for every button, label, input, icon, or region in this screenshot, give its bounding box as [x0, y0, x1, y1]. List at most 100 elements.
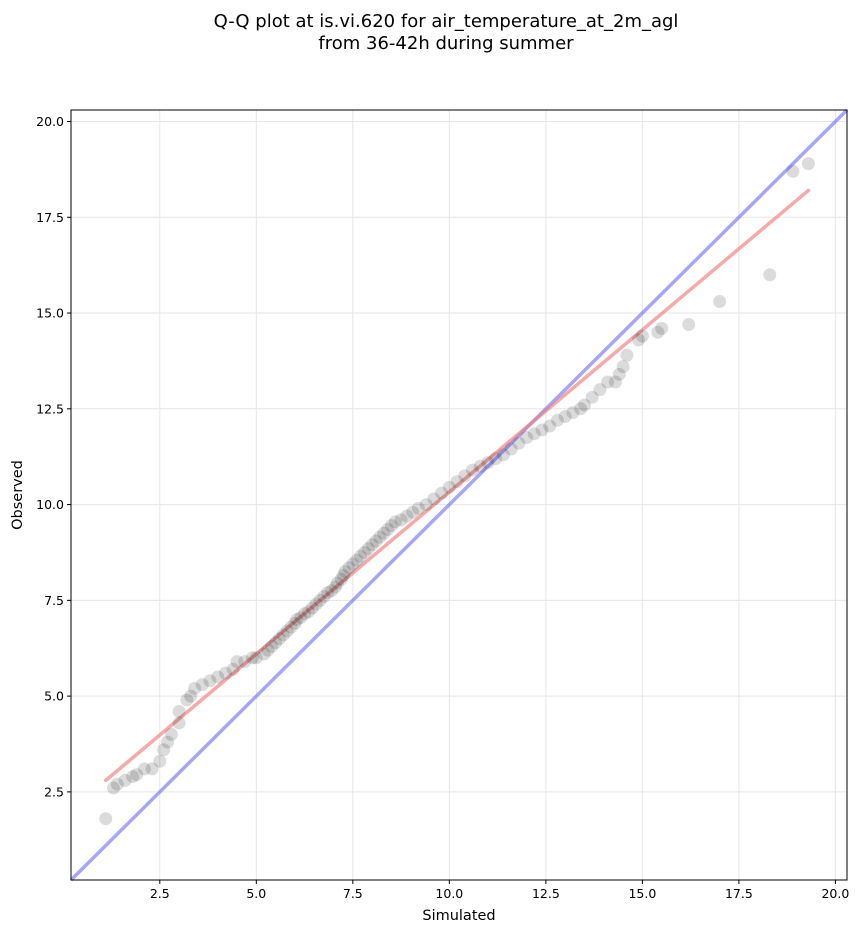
x-tick-label: 10.0: [435, 886, 463, 901]
data-point: [218, 666, 232, 680]
data-point: [137, 762, 151, 776]
data-point: [272, 632, 286, 646]
data-point: [442, 480, 456, 494]
y-axis-label: Observed: [10, 460, 26, 530]
plot-frame: [70, 109, 848, 881]
data-point: [400, 509, 414, 523]
data-point: [496, 448, 510, 462]
data-point: [377, 526, 391, 540]
data-point: [651, 325, 665, 339]
data-point: [238, 655, 252, 669]
data-point: [313, 593, 327, 607]
data-point: [153, 754, 167, 768]
data-point: [406, 505, 420, 519]
y-tick-label: 10.0: [36, 497, 64, 512]
data-point: [336, 568, 350, 582]
data-point: [801, 157, 815, 171]
data-point: [330, 576, 344, 590]
data-point: [145, 762, 159, 776]
data-point: [338, 565, 352, 579]
data-point: [357, 545, 371, 559]
data-point: [301, 605, 315, 619]
data-point: [388, 515, 402, 529]
data-point: [381, 522, 395, 536]
y-tick-label: 15.0: [36, 306, 64, 321]
data-point: [288, 616, 302, 630]
data-point: [574, 402, 588, 416]
chart-title: Q-Q plot at is.vi.620 for air_temperatur…: [214, 11, 679, 54]
data-point: [411, 501, 425, 515]
data-point: [535, 423, 549, 437]
data-point: [161, 735, 175, 749]
grid-lines: [71, 110, 847, 880]
data-point: [280, 624, 294, 638]
fit-line: [103, 188, 811, 783]
data-point: [334, 572, 348, 586]
data-point: [450, 475, 464, 489]
data-point: [512, 436, 526, 450]
data-point: [249, 651, 263, 665]
data-point: [157, 743, 171, 757]
data-point: [180, 693, 194, 707]
data-point: [184, 689, 198, 703]
data-point: [130, 768, 144, 782]
data-point: [713, 295, 727, 309]
data-point: [504, 442, 518, 456]
data-point: [786, 164, 800, 178]
data-point: [284, 620, 298, 634]
data-point: [384, 519, 398, 533]
data-point: [527, 427, 541, 441]
data-point: [226, 662, 240, 676]
data-point: [342, 561, 356, 575]
y-tick-label: 7.5: [44, 593, 64, 608]
data-point: [763, 268, 777, 282]
data-point: [172, 716, 186, 730]
data-point: [106, 781, 120, 795]
data-points: [99, 157, 815, 826]
data-point: [245, 651, 259, 665]
chart-title-line: from 36-42h during summer: [318, 33, 574, 54]
data-point: [325, 584, 339, 598]
data-point: [585, 390, 599, 404]
data-point: [543, 419, 557, 433]
data-point: [655, 321, 669, 335]
data-point: [481, 455, 495, 469]
data-point: [369, 534, 383, 548]
data-point: [435, 486, 449, 500]
x-tick-label: 12.5: [532, 886, 560, 901]
data-point: [164, 727, 178, 741]
x-tick-label: 15.0: [628, 886, 656, 901]
data-point: [265, 639, 279, 653]
data-point: [632, 333, 646, 347]
data-point: [261, 643, 275, 657]
data-point: [195, 678, 209, 692]
data-point: [211, 670, 225, 684]
x-axis-label: Simulated: [422, 908, 495, 924]
data-point: [458, 469, 472, 483]
data-point: [427, 492, 441, 506]
data-point: [321, 586, 335, 600]
x-tick-label: 20.0: [821, 886, 849, 901]
data-point: [620, 348, 634, 362]
data-point: [126, 770, 140, 784]
y-tick-label: 5.0: [44, 689, 64, 704]
y-tick-label: 17.5: [36, 210, 64, 225]
data-point: [276, 628, 290, 642]
data-point: [612, 367, 626, 381]
x-tick-label: 7.5: [343, 886, 363, 901]
data-point: [550, 413, 564, 427]
x-tick-label: 5.0: [246, 886, 266, 901]
data-point: [566, 406, 580, 420]
data-point: [593, 383, 607, 397]
data-point: [361, 542, 375, 556]
data-point: [317, 590, 331, 604]
data-point: [616, 360, 630, 374]
data-point: [350, 553, 364, 567]
data-point: [373, 530, 387, 544]
data-point: [257, 647, 271, 661]
data-point: [635, 329, 649, 343]
data-point: [419, 498, 433, 512]
data-point: [473, 459, 487, 473]
x-tick-label: 17.5: [725, 886, 753, 901]
